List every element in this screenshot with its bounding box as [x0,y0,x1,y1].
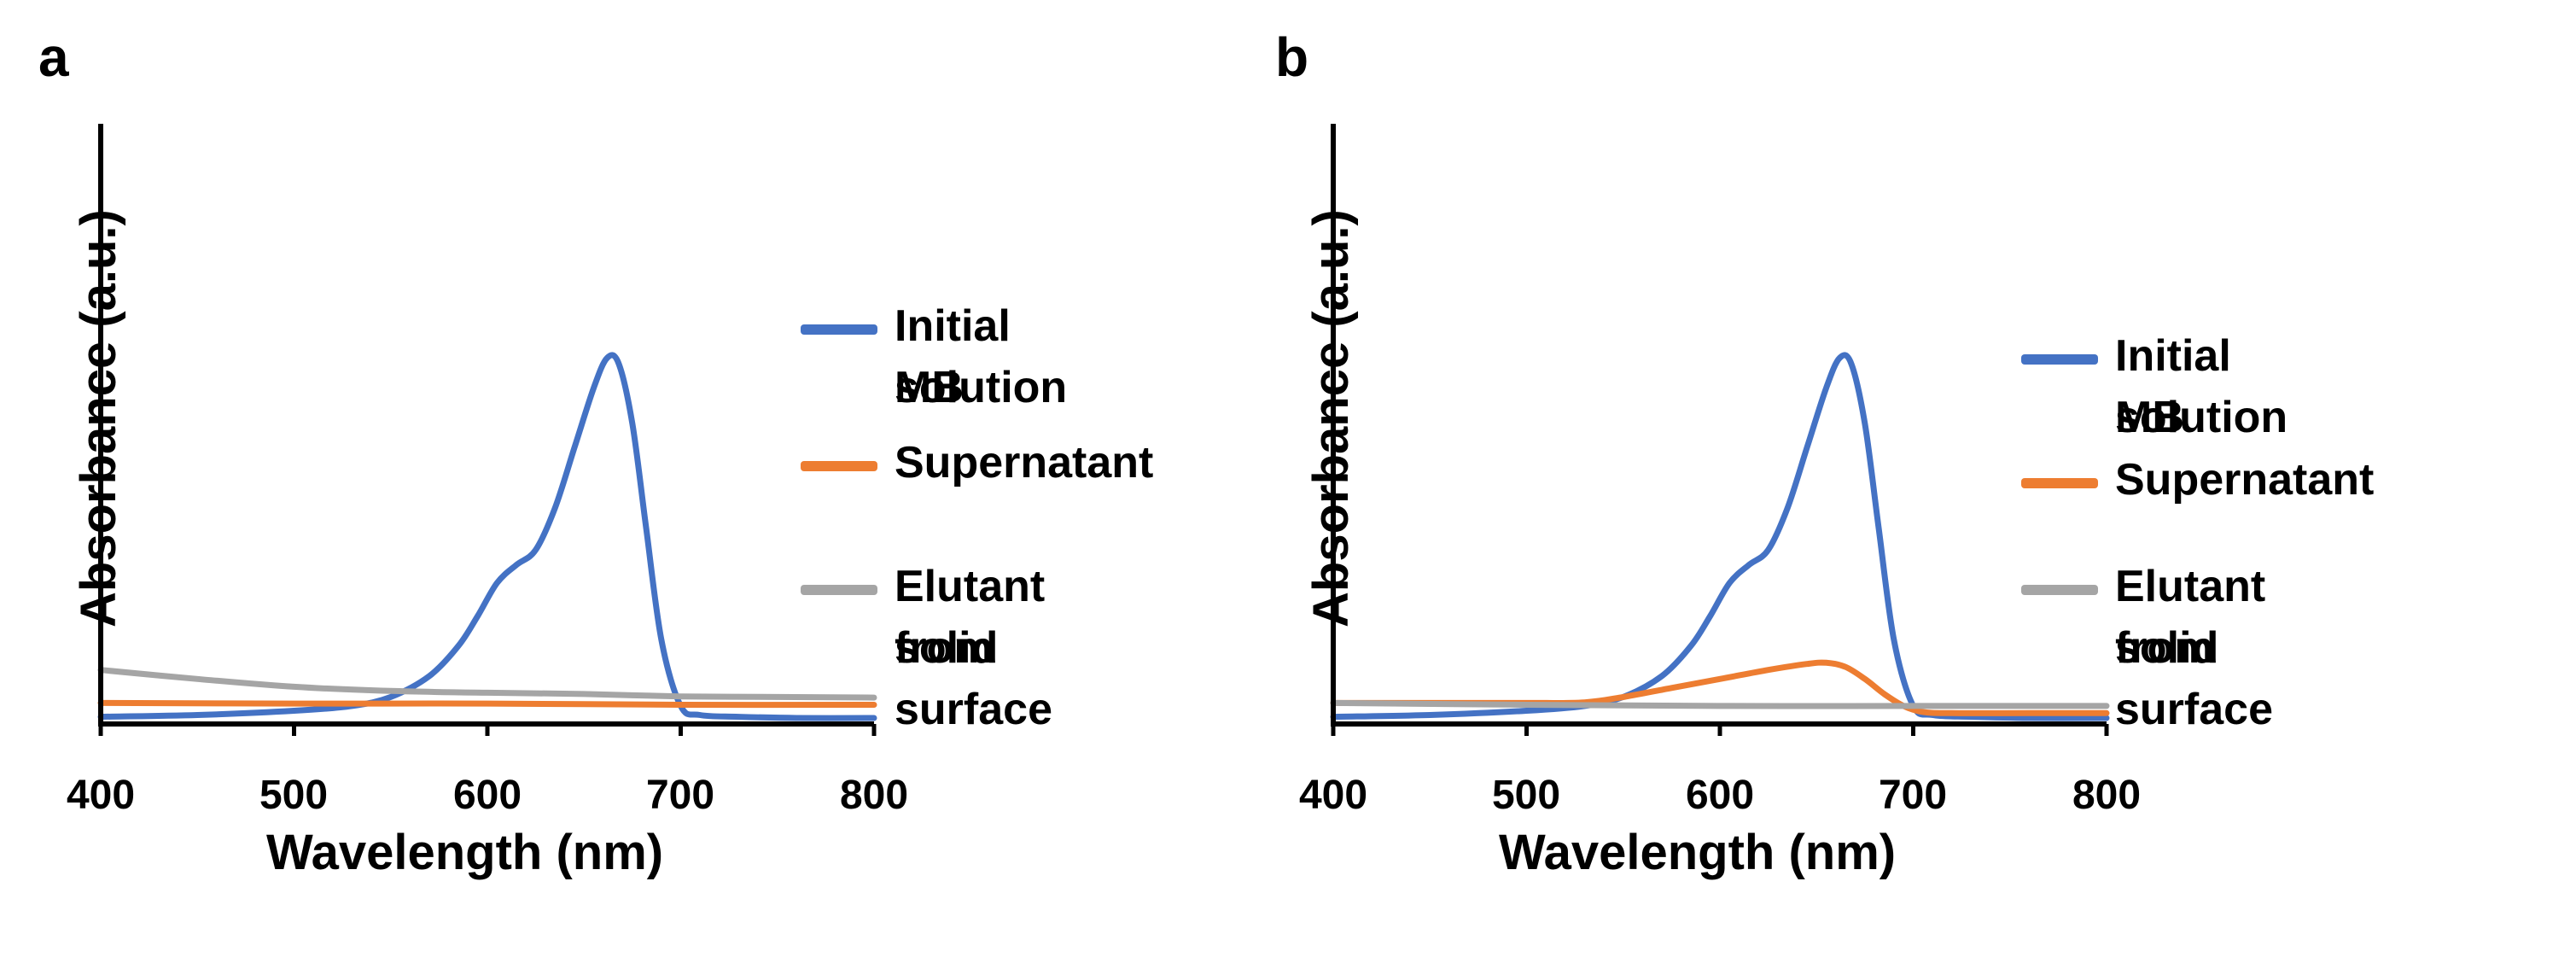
legend-swatch [801,461,877,471]
series-line-elutant [1330,699,2110,709]
legend-swatch [2021,478,2098,488]
series-line-elutant [97,667,877,701]
x-tick-label: 700 [1878,773,1948,818]
series-line-supernatant [97,699,877,709]
legend-text: solution [2115,393,2288,442]
x-tick-label: 600 [1685,773,1755,818]
chart-panel-a: a Absorbance (a.u.) 400 500 600 700 800 … [38,26,1154,880]
legend-text: solid surface [895,623,1052,734]
legend-text: Initial MB [2115,331,2231,442]
x-tick-label: 500 [1491,773,1561,818]
x-tick-label: 800 [839,773,909,818]
x-axis-label: Wavelength (nm) [1499,825,1897,880]
legend-text: Initial MB [895,301,1011,412]
legend-text: solid surface [2115,623,2273,734]
legend-swatch [801,585,877,595]
series-line-initial-mb [1330,352,2110,721]
x-tick-label: 500 [259,773,329,818]
legend-text: Elutant from [2115,562,2266,673]
x-tick-label: 400 [1298,773,1368,818]
legend-text: Supernatant [895,438,1154,487]
legend-swatch [2021,354,2098,365]
x-tick-label: 400 [66,773,136,818]
chart-panel-b: b Absorbance (a.u.) 400 500 600 700 800 … [1272,0,2560,969]
x-axis-label: Wavelength (nm) [266,825,664,880]
x-tick-label: 700 [645,773,715,818]
legend-swatch [801,324,877,335]
plot-area [1330,124,2110,736]
legend-text: solution [895,363,1068,412]
panel-label: b [1275,26,1309,88]
legend-text: Elutant from [895,562,1046,673]
series-line-initial-mb [97,352,877,721]
legend-text: Supernatant [2115,455,2375,505]
plot-area [97,124,877,736]
x-tick-label: 600 [452,773,522,818]
panel-label: a [38,26,69,88]
legend-swatch [2021,585,2098,595]
x-tick-label: 800 [2072,773,2142,818]
